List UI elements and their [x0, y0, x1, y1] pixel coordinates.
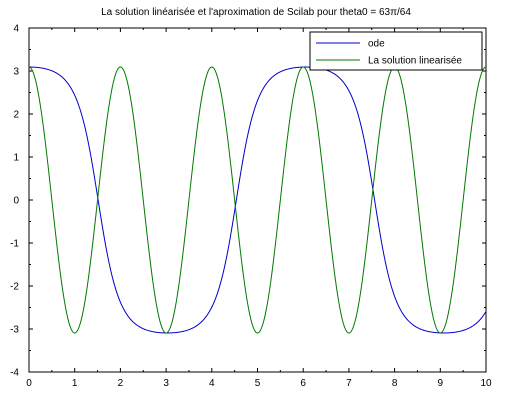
- legend-box: [309, 31, 483, 71]
- y-tick-label: 3: [13, 67, 19, 78]
- x-tick-label: 7: [346, 378, 352, 389]
- series-line-0: [29, 66, 487, 334]
- y-tick-label: 2: [13, 110, 19, 121]
- series-line-1: [28, 66, 487, 334]
- x-tick-label: 0: [26, 378, 32, 389]
- axes: 0 1 2 3 4 5 6 7 8 9 10 -4 -3 -2 -1 0 1 2 3 4: [10, 24, 492, 390]
- legend-label: ode: [368, 39, 385, 50]
- y-tick-label: 1: [13, 153, 19, 164]
- y-tick-label: 0: [13, 196, 19, 207]
- y-tick-label: -4: [10, 368, 19, 379]
- y-tick-label: 4: [13, 24, 19, 35]
- chart-title: La solution linéarisée et l'aproximation…: [101, 7, 411, 18]
- legend: ode La solution linearisée: [309, 31, 483, 71]
- y-tick-label: -2: [10, 282, 19, 293]
- x-tick-label: 10: [480, 378, 492, 389]
- x-tick-label: 3: [163, 378, 169, 389]
- x-tick-label: 2: [118, 378, 124, 389]
- y-tick-label: -1: [10, 239, 19, 250]
- legend-label: La solution linearisée: [368, 56, 462, 67]
- x-tick-label: 1: [72, 378, 78, 389]
- x-tick-label: 8: [392, 378, 398, 389]
- x-tick-label: 9: [438, 378, 444, 389]
- x-tick-label: 5: [255, 378, 261, 389]
- x-tick-label: 4: [209, 378, 215, 389]
- y-tick-label: -3: [10, 325, 19, 336]
- x-tick-label: 6: [300, 378, 306, 389]
- series-lines: [28, 66, 487, 334]
